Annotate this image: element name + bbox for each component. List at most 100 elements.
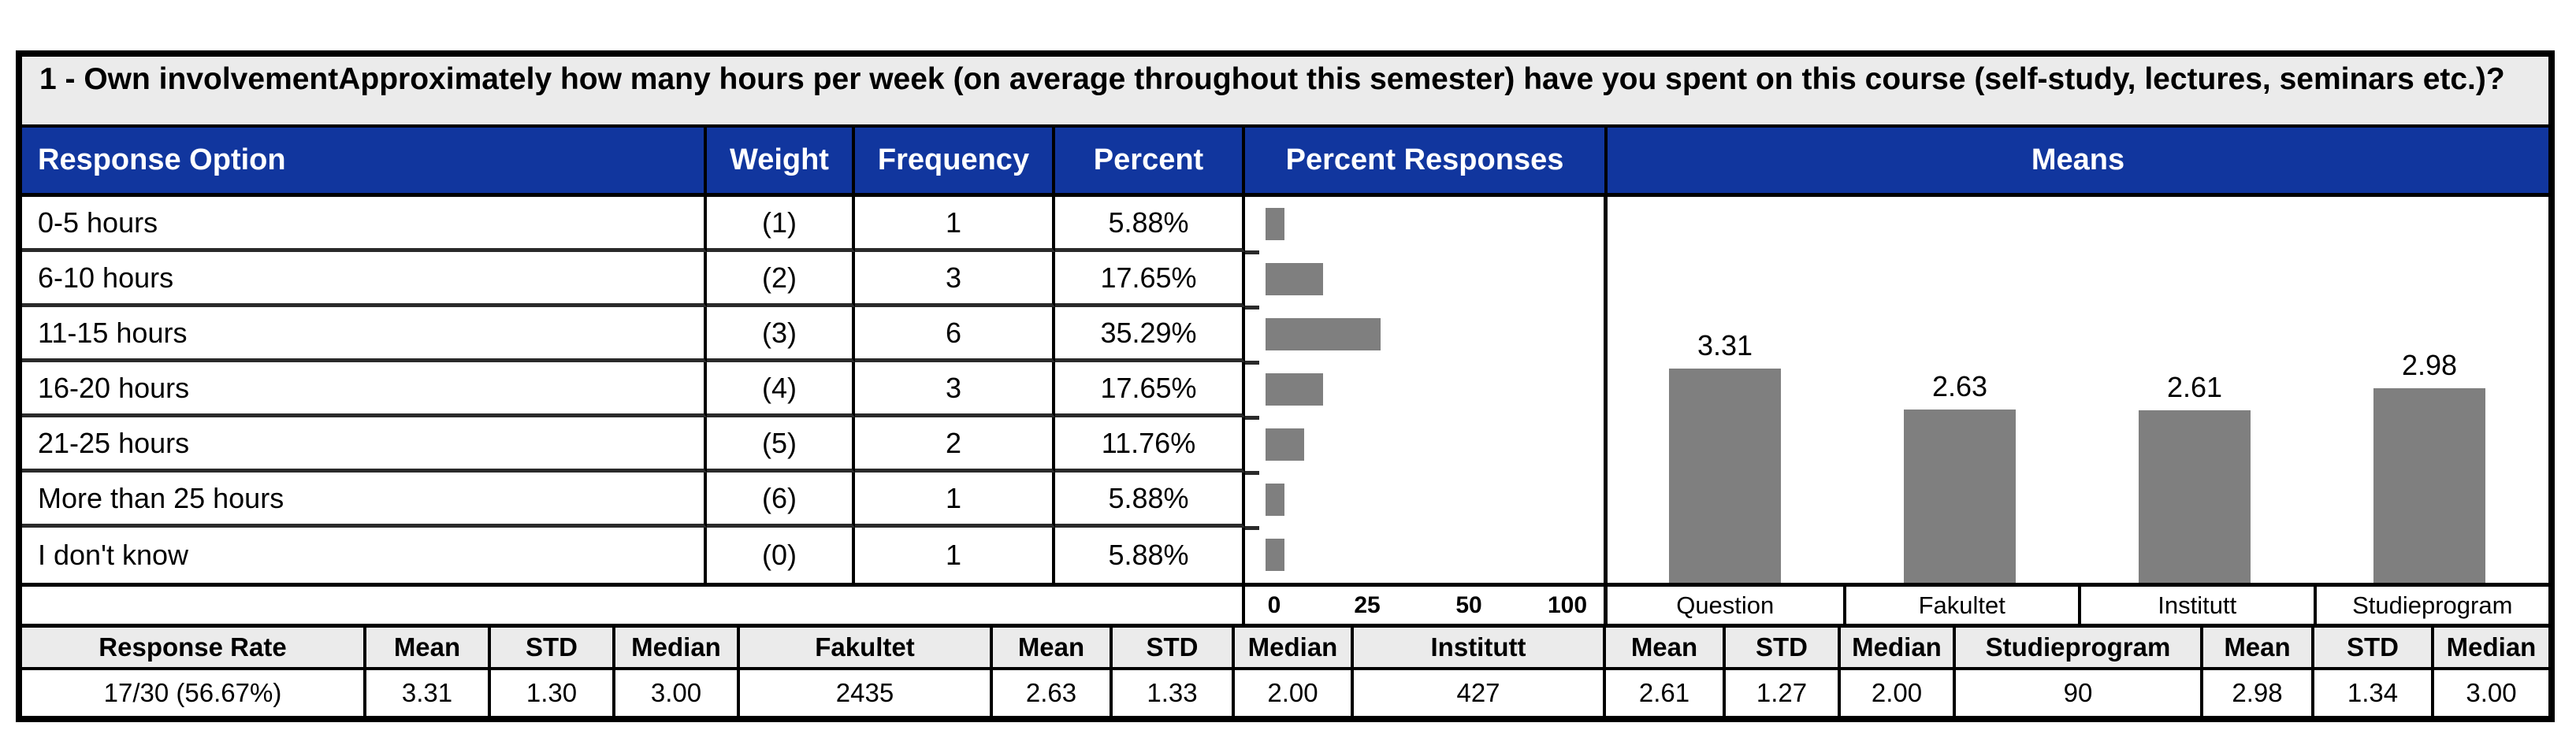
summary-value: 2.63 bbox=[993, 670, 1113, 716]
summary-value: 2.98 bbox=[2203, 670, 2314, 716]
response-option-label: 21-25 hours bbox=[22, 417, 707, 473]
summary-header: STD bbox=[1726, 628, 1841, 670]
means-group-label: Fakultet bbox=[1842, 587, 2079, 624]
percent-response-bar bbox=[1266, 263, 1323, 295]
question-title: 1 - Own involvementApproximately how man… bbox=[22, 57, 2548, 128]
percent-responses-chart bbox=[1245, 197, 1608, 583]
summary-header: Institutt bbox=[1354, 628, 1606, 670]
summary-header: STD bbox=[1113, 628, 1235, 670]
summary-value: 2.00 bbox=[1235, 670, 1354, 716]
response-option-label: 11-15 hours bbox=[22, 307, 707, 362]
percent-response-bar bbox=[1266, 484, 1284, 516]
percent-responses-axis: 0 25 50 100 bbox=[1245, 583, 1608, 624]
percent-value: 11.76% bbox=[1055, 417, 1245, 473]
weight-value: (5) bbox=[707, 417, 855, 473]
percent-response-bar bbox=[1266, 208, 1284, 240]
summary-header: STD bbox=[491, 628, 615, 670]
summary-value: 17/30 (56.67%) bbox=[22, 670, 366, 716]
weight-value: (2) bbox=[707, 252, 855, 307]
percent-value: 5.88% bbox=[1055, 197, 1245, 252]
weight-value: (1) bbox=[707, 197, 855, 252]
row-divider-stub bbox=[1245, 526, 1259, 530]
row-divider-stub bbox=[1245, 361, 1259, 365]
mean-value-label: 2.98 bbox=[2401, 349, 2458, 381]
summary-value: 1.27 bbox=[1726, 670, 1841, 716]
frequency-value: 1 bbox=[855, 528, 1055, 583]
summary-value: 3.31 bbox=[366, 670, 491, 716]
frequency-value: 1 bbox=[855, 473, 1055, 528]
means-group-labels: Question Fakultet Institutt Studieprogram bbox=[1608, 583, 2548, 624]
row-divider-stub bbox=[1245, 306, 1259, 309]
summary-value: 427 bbox=[1354, 670, 1606, 716]
percent-value: 5.88% bbox=[1055, 528, 1245, 583]
percent-axis-tick: 25 bbox=[1354, 591, 1381, 618]
summary-value: 1.30 bbox=[491, 670, 615, 716]
percent-axis-tick: 100 bbox=[1547, 591, 1588, 618]
summary-statistics-table: Response Rate Mean STD Median Fakultet Mean ST… bbox=[22, 624, 2548, 716]
mean-value-label: 2.63 bbox=[1931, 370, 1988, 402]
frequency-value: 1 bbox=[855, 197, 1055, 252]
weight-value: (6) bbox=[707, 473, 855, 528]
summary-header: Mean bbox=[2203, 628, 2314, 670]
column-header-means: Means bbox=[1608, 128, 2548, 197]
column-header-percent: Percent bbox=[1055, 128, 1245, 197]
frequency-value: 3 bbox=[855, 252, 1055, 307]
percent-axis-tick: 50 bbox=[1455, 591, 1482, 618]
weight-value: (4) bbox=[707, 362, 855, 417]
axis-row-spacer bbox=[22, 583, 1245, 624]
percent-value: 35.29% bbox=[1055, 307, 1245, 362]
response-option-label: More than 25 hours bbox=[22, 473, 707, 528]
response-table: Response Option Weight Frequency Percent… bbox=[22, 128, 2548, 624]
summary-header: Mean bbox=[1606, 628, 1726, 670]
percent-value: 5.88% bbox=[1055, 473, 1245, 528]
survey-question-report: 1 - Own involvementApproximately how man… bbox=[16, 50, 2555, 722]
summary-header: STD bbox=[2314, 628, 2434, 670]
percent-response-bar bbox=[1266, 539, 1284, 571]
response-option-label: 0-5 hours bbox=[22, 197, 707, 252]
summary-header: Mean bbox=[366, 628, 491, 670]
mean-bar bbox=[2373, 388, 2485, 583]
summary-header: Median bbox=[1841, 628, 1956, 670]
summary-value: 3.00 bbox=[2466, 678, 2517, 707]
summary-value: 2.00 bbox=[1841, 670, 1956, 716]
response-option-label: 6-10 hours bbox=[22, 252, 707, 307]
summary-value: 90 bbox=[1956, 670, 2203, 716]
mean-bar bbox=[1904, 410, 2016, 583]
summary-value: 3.00 bbox=[615, 670, 740, 716]
summary-header: Fakultet bbox=[740, 628, 993, 670]
percent-response-bar bbox=[1266, 373, 1323, 406]
weight-value: (3) bbox=[707, 307, 855, 362]
summary-header: Response Rate bbox=[22, 628, 366, 670]
summary-header: Studieprogram bbox=[1956, 628, 2203, 670]
means-group-label: Studieprogram bbox=[2313, 587, 2549, 624]
percent-value: 17.65% bbox=[1055, 362, 1245, 417]
mean-bar bbox=[1669, 369, 1781, 583]
row-divider-stub bbox=[1245, 250, 1259, 254]
summary-value: 1.34 bbox=[2314, 670, 2434, 716]
summary-header: Mean bbox=[993, 628, 1113, 670]
mean-bar bbox=[2139, 410, 2251, 583]
response-option-label: 16-20 hours bbox=[22, 362, 707, 417]
means-group-label: Institutt bbox=[2078, 587, 2314, 624]
column-header-percent-responses: Percent Responses bbox=[1245, 128, 1608, 197]
summary-value: 2435 bbox=[740, 670, 993, 716]
frequency-value: 6 bbox=[855, 307, 1055, 362]
summary-value: 1.33 bbox=[1113, 670, 1235, 716]
column-header-frequency: Frequency bbox=[855, 128, 1055, 197]
column-header-response-option: Response Option bbox=[22, 128, 707, 197]
row-divider-stub bbox=[1245, 416, 1259, 420]
mean-value-label: 3.31 bbox=[1697, 329, 1753, 361]
response-option-label: I don't know bbox=[22, 528, 707, 583]
summary-header: Median bbox=[615, 628, 740, 670]
summary-value: 2.61 bbox=[1606, 670, 1726, 716]
summary-header: Median bbox=[2434, 628, 2548, 670]
means-group-label: Question bbox=[1676, 591, 1775, 619]
row-divider-stub bbox=[1245, 471, 1259, 475]
frequency-value: 2 bbox=[855, 417, 1055, 473]
percent-value: 17.65% bbox=[1055, 252, 1245, 307]
weight-value: (0) bbox=[707, 528, 855, 583]
summary-header: Median bbox=[1235, 628, 1354, 670]
mean-value-label: 2.61 bbox=[2166, 371, 2223, 403]
column-header-weight: Weight bbox=[707, 128, 855, 197]
means-chart: 3.31 2.63 2.61 2.98 bbox=[1608, 197, 2548, 583]
